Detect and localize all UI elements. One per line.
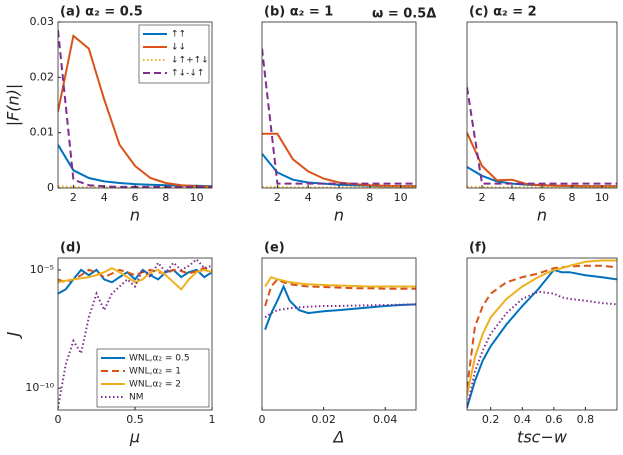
plot-area — [467, 22, 617, 188]
x-axis-label: Δ — [332, 428, 345, 447]
x-axis-label: tsc−w — [517, 428, 568, 447]
x-axis-label: n — [537, 206, 547, 225]
x-tick-label: 10 — [595, 191, 609, 204]
x-tick-label: 2 — [70, 191, 77, 204]
legend-label: WNL,α₂ = 2 — [129, 380, 181, 390]
data-line — [467, 264, 617, 389]
x-tick-label: 8 — [569, 191, 576, 204]
x-tick-label: 4 — [101, 191, 108, 204]
y-tick-label: 10⁻⁵ — [30, 263, 54, 276]
panel-title: (d) — [60, 241, 81, 256]
axes-box — [261, 257, 417, 411]
data-line — [262, 132, 416, 188]
x-tick-label: 2 — [479, 191, 486, 204]
x-axis-label: n — [130, 206, 140, 225]
data-line — [264, 275, 416, 288]
plot-area — [262, 22, 416, 188]
legend-label: ↓↑+↑↓ — [171, 56, 209, 66]
y-axis-label: |F(n)| — [4, 84, 23, 127]
x-tick-label: 0.6 — [545, 413, 563, 426]
data-line — [58, 268, 212, 295]
y-tick-label: 10⁻¹⁰ — [25, 381, 54, 394]
x-tick-label: 0.04 — [373, 413, 398, 426]
x-tick-label: 2 — [274, 191, 281, 204]
data-line — [58, 33, 212, 188]
x-tick-label: 6 — [336, 191, 343, 204]
data-line — [467, 87, 617, 185]
data-line — [264, 283, 416, 330]
y-axis-label: J — [4, 331, 23, 339]
x-tick-label: 0.4 — [514, 413, 532, 426]
plot-area — [262, 258, 416, 410]
x-tick-label: 0 — [55, 413, 62, 426]
annotation: ω = 0.5Δ — [372, 7, 436, 22]
panel-title: (e) — [264, 241, 285, 256]
x-tick-label: 0.2 — [482, 413, 500, 426]
x-tick-label: 1 — [209, 413, 216, 426]
x-tick-label: 4 — [305, 191, 312, 204]
x-tick-label: 0.02 — [311, 413, 336, 426]
x-tick-label: 6 — [132, 191, 139, 204]
y-tick-label: 0.01 — [30, 126, 55, 139]
data-line — [264, 303, 416, 319]
legend-label: ↑↓-↓↑ — [171, 69, 204, 79]
panel-title: (c) α₂ = 2 — [469, 5, 537, 20]
x-tick-label: 10 — [190, 191, 204, 204]
data-line — [58, 267, 212, 284]
panel-title: (a) α₂ = 0.5 — [60, 5, 143, 20]
data-line — [264, 278, 416, 307]
x-tick-label: 10 — [394, 191, 408, 204]
x-tick-label: 8 — [162, 191, 169, 204]
axes-box — [466, 257, 618, 411]
y-tick-label: 0 — [47, 181, 54, 194]
data-line — [262, 48, 416, 185]
data-line — [467, 185, 617, 188]
data-line — [58, 266, 212, 291]
x-tick-label: 0.8 — [577, 413, 595, 426]
panel-title: (f) — [469, 241, 487, 256]
y-tick-label: 0.02 — [30, 70, 55, 83]
legend-label: ↑↑ — [171, 30, 186, 40]
x-tick-label: 6 — [539, 191, 546, 204]
x-axis-label: n — [334, 206, 344, 225]
x-tick-label: 0 — [259, 413, 266, 426]
x-tick-label: 8 — [366, 191, 373, 204]
x-axis-label: μ — [129, 428, 140, 447]
legend-label: WNL,α₂ = 0.5 — [129, 354, 190, 364]
data-line — [467, 259, 617, 396]
data-line — [58, 258, 212, 408]
x-tick-label: 4 — [509, 191, 516, 204]
legend-label: WNL,α₂ = 1 — [129, 367, 181, 377]
panel-title: (b) α₂ = 1 — [264, 5, 333, 20]
legend-label: ↓↓ — [171, 43, 186, 53]
legend-label: NM — [129, 393, 144, 403]
x-tick-label: 0.5 — [126, 413, 144, 426]
y-tick-label: 0.03 — [30, 15, 55, 28]
data-line — [467, 268, 617, 408]
